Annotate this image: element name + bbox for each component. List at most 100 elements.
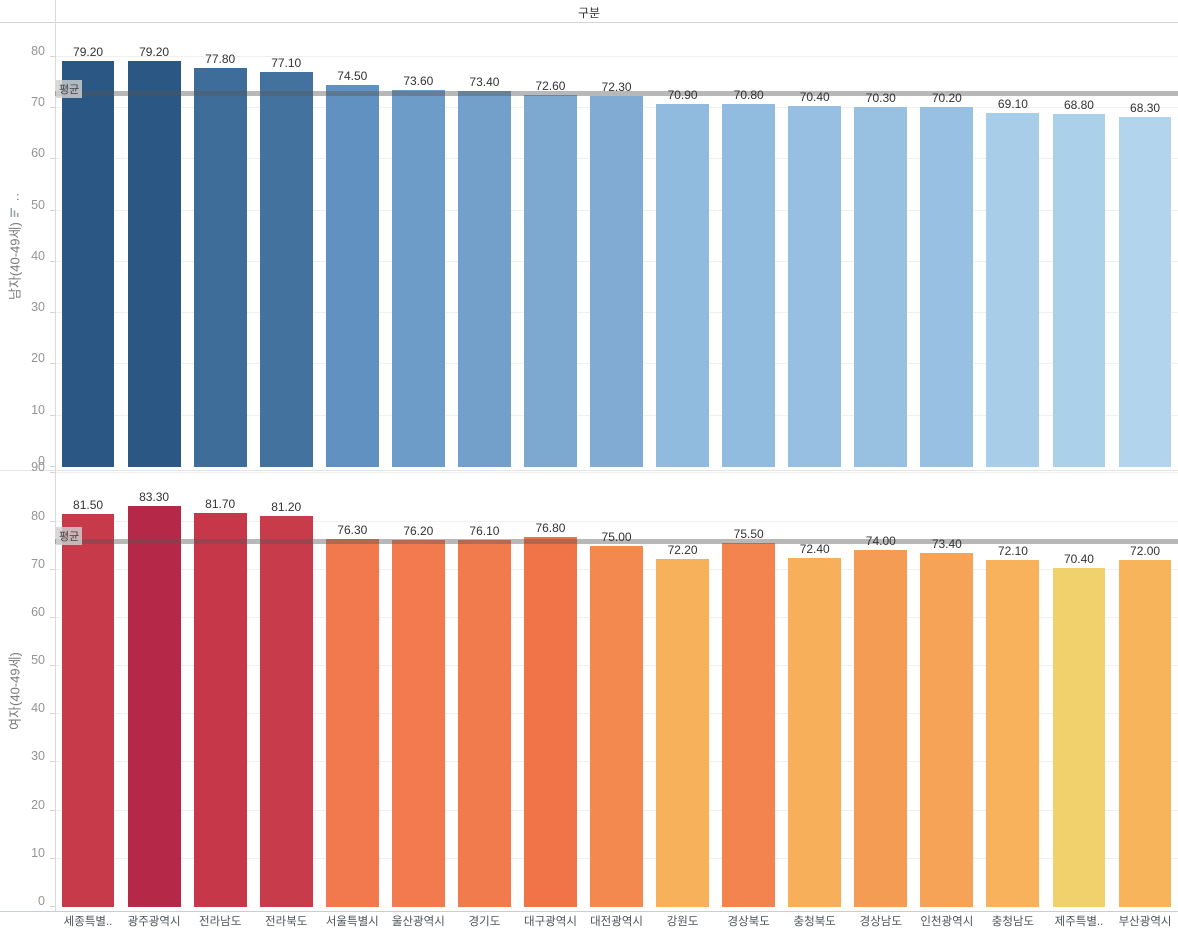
y-tick-label: 30 [31,300,45,315]
bar-value-label: 76.20 [403,523,434,538]
bar-slot: 74.50 [319,22,385,467]
x-axis-label-세종특별..[interactable]: 세종특별.. [63,916,113,928]
panel-male: 남자(40-49세) .. 0 10 20 30 40 50 60 70 80 79.20 79.… [0,22,1178,471]
bar-male-충청북도[interactable] [788,106,842,467]
x-axis-label-부산광역시[interactable]: 부산광역시 [1118,916,1172,928]
bar-female-제주특별..[interactable] [1052,567,1106,907]
y-axis-title-male: 남자(40-49세) .. [6,191,23,301]
y-tick-label: 20 [31,351,45,366]
bar-slot: 72.40 [782,470,848,907]
x-axis-label-대구광역시[interactable]: 대구광역시 [524,916,577,928]
x-axis-label-인천광역시[interactable]: 인천광역시 [920,916,974,928]
bar-female-전라남도[interactable] [193,513,247,907]
y-tick-mark [50,906,55,907]
x-axis-labels: 세종특별.. 광주광역시 전라남도 전라북도 서울특별시 울산광역시 경기도 대구광역시 대전광… [55,911,1178,928]
bar-female-부산광역시[interactable] [1118,560,1172,907]
x-axis-label-경상남도[interactable]: 경상남도 [859,916,902,928]
bar-female-강원도[interactable] [656,559,710,907]
bar-value-label: 74.50 [337,69,368,84]
average-reference-line[interactable] [55,91,1178,97]
bar-slot: 68.80 [1046,22,1112,467]
bar-slot: 79.20 [55,22,121,467]
y-tick-label: 40 [31,701,45,716]
bar-male-경기도[interactable] [457,90,511,467]
y-tick-label: 10 [31,402,45,417]
bar-value-label: 77.80 [205,52,236,67]
bar-male-전라북도[interactable] [259,71,313,467]
y-tick-label: 20 [31,797,45,812]
bar-slot: 70.80 [716,22,782,467]
bar-female-경상북도[interactable] [722,543,776,907]
bar-slot: 81.20 [253,470,319,907]
y-tick-mark [50,209,55,211]
bar-male-대전광역시[interactable] [590,96,643,467]
y-axis-title-female: 여자(40-49세) [7,651,23,730]
bar-male-광주광역시[interactable] [127,60,181,467]
bar-male-전라남도[interactable] [193,68,247,467]
x-axis-label-서울특별시[interactable]: 서울특별시 [325,916,379,928]
x-axis-label-제주특별..[interactable]: 제주특별.. [1054,916,1104,928]
average-reference-line[interactable] [55,538,1178,544]
bar-slot: 79.20 [121,22,187,467]
bar-male-충청남도[interactable] [986,112,1040,467]
bar-value-label: 81.50 [73,498,104,513]
bar-male-대구광역시[interactable] [524,94,577,467]
bar-male-경상남도[interactable] [854,106,908,467]
x-axis-label-울산광역시[interactable]: 울산광역시 [391,916,445,928]
bar-value-label: 73.60 [403,73,434,88]
bar-female-대전광역시[interactable] [590,545,643,907]
bar-slot: 73.40 [914,470,980,907]
sort-icon[interactable] [9,206,19,218]
y-tick-mark [50,472,55,474]
bar-female-인천광역시[interactable] [920,553,974,907]
bar-slot: 76.10 [451,470,517,907]
y-tick-label: 0 [38,454,45,468]
bar-female-세종특별..[interactable] [61,514,115,907]
bar-slot: 81.50 [55,470,121,907]
bar-female-충청남도[interactable] [986,559,1040,907]
x-axis-label-전라북도[interactable]: 전라북도 [265,916,308,928]
bar-female-광주광역시[interactable] [127,505,181,907]
bar-male-울산광역시[interactable] [391,89,445,467]
bar-slot: 75.00 [584,470,650,907]
y-tick-mark [50,260,55,262]
bar-value-label: 83.30 [139,489,170,504]
y-tick-mark [50,312,55,314]
bar-female-서울특별시[interactable] [325,539,379,907]
x-axis-label-충청남도[interactable]: 충청남도 [991,916,1035,928]
bar-female-경상남도[interactable] [854,550,908,907]
bar-male-서울특별시[interactable] [325,85,379,467]
bar-female-대구광역시[interactable] [524,536,577,907]
x-axis-label-광주광역시[interactable]: 광주광역시 [127,916,181,928]
x-axis-label-대전광역시[interactable]: 대전광역시 [590,916,643,928]
bar-value-label: 70.40 [799,90,830,105]
y-axis-male[interactable]: 남자(40-49세) .. 0 10 20 30 40 50 60 70 80 [0,22,55,470]
x-axis-label-강원도[interactable]: 강원도 [666,916,699,928]
x-axis-label-경기도[interactable]: 경기도 [468,916,501,928]
x-axis-label-충청북도[interactable]: 충청북도 [793,916,836,928]
bar-value-label: 70.20 [931,91,962,106]
bar-male-강원도[interactable] [656,103,710,467]
y-tick-label: 50 [31,653,45,668]
bar-female-충청북도[interactable] [788,558,842,907]
bar-male-부산광역시[interactable] [1118,116,1172,467]
x-axis-label-전라남도[interactable]: 전라남도 [198,916,242,928]
average-line-label: 평균 [56,79,83,98]
bar-female-울산광역시[interactable] [391,539,445,907]
bar-male-세종특별..[interactable] [61,60,115,467]
bar-female-전라북도[interactable] [259,515,313,907]
bar-slot: 72.20 [650,470,716,907]
x-axis-label-경상북도[interactable]: 경상북도 [727,916,770,928]
bar-value-label: 77.10 [271,55,302,70]
y-tick-mark [50,55,55,57]
bar-male-인천광역시[interactable] [920,107,974,467]
bar-value-label: 72.00 [1130,544,1161,559]
bar-female-경기도[interactable] [457,540,511,907]
y-tick-label: 80 [31,43,45,58]
y-axis-female[interactable]: 여자(40-49세) 0 10 20 30 40 50 60 70 80 90 [0,460,55,911]
bar-male-경상북도[interactable] [722,104,776,467]
bar-male-제주특별..[interactable] [1052,114,1106,467]
bar-value-label: 70.30 [865,90,896,105]
bar-slot: 70.20 [914,22,980,467]
bar-value-label: 70.40 [1063,551,1094,566]
